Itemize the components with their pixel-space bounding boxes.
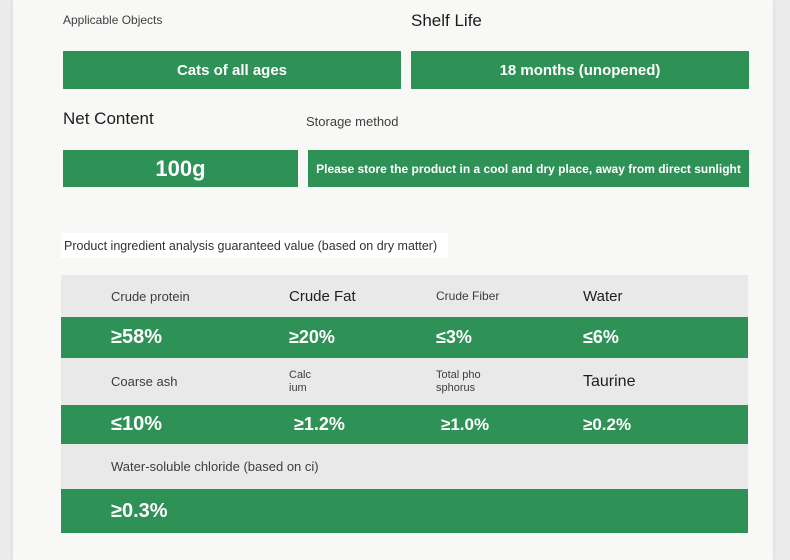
- table-row-values-1: ≥58% ≥20% ≤3% ≤6%: [61, 317, 748, 358]
- value-taurine: ≥0.2%: [583, 414, 632, 434]
- value-calcium: ≥1.2%: [294, 414, 345, 434]
- table-row-labels-2: Coarse ash Calc ium Total pho sphorus Ta…: [61, 358, 748, 405]
- product-detail-panel: Applicable Objects Cats of all ages Shel…: [13, 0, 773, 560]
- label-water: Water: [583, 287, 623, 305]
- label-total-phosphorus: Total pho sphorus: [436, 368, 481, 394]
- value-crude-fiber: ≤3%: [436, 327, 472, 347]
- value-total-phosphorus: ≥1.0%: [441, 414, 490, 434]
- applicable-objects-label: Applicable Objects: [63, 13, 163, 27]
- analysis-heading: Product ingredient analysis guaranteed v…: [64, 238, 438, 253]
- storage-method-label: Storage method: [306, 114, 399, 129]
- label-crude-fat: Crude Fat: [289, 287, 356, 305]
- analysis-heading-strip: Product ingredient analysis guaranteed v…: [61, 233, 448, 258]
- value-crude-protein: ≥58%: [111, 326, 163, 348]
- net-content-label: Net Content: [63, 109, 154, 128]
- shelf-life-banner: 18 months (unopened): [411, 51, 749, 89]
- value-water: ≤6%: [583, 327, 619, 347]
- table-row-labels-3: Water-soluble chloride (based on ci): [61, 444, 748, 489]
- applicable-objects-banner: Cats of all ages: [63, 51, 401, 89]
- label-calcium: Calc ium: [289, 368, 312, 394]
- label-crude-fiber: Crude Fiber: [436, 289, 500, 303]
- table-row-values-3: ≥0.3%: [61, 489, 748, 533]
- table-row-values-2: ≤10% ≥1.2% ≥1.0% ≥0.2%: [61, 405, 748, 444]
- label-coarse-ash: Coarse ash: [111, 374, 178, 389]
- shelf-life-label: Shelf Life: [411, 11, 482, 30]
- table-row-labels-1: Crude protein Crude Fat Crude Fiber Wate…: [61, 275, 748, 317]
- label-crude-protein: Crude protein: [111, 288, 190, 304]
- net-content-banner: 100g: [63, 150, 298, 187]
- value-water-soluble-chloride: ≥0.3%: [111, 499, 168, 522]
- storage-method-banner: Please store the product in a cool and d…: [308, 150, 749, 187]
- label-taurine: Taurine: [583, 372, 636, 390]
- value-crude-fat: ≥20%: [289, 327, 335, 347]
- value-coarse-ash: ≤10%: [111, 413, 163, 435]
- nutrition-table: Crude protein Crude Fat Crude Fiber Wate…: [61, 275, 748, 533]
- label-water-soluble-chloride: Water-soluble chloride (based on ci): [111, 459, 319, 474]
